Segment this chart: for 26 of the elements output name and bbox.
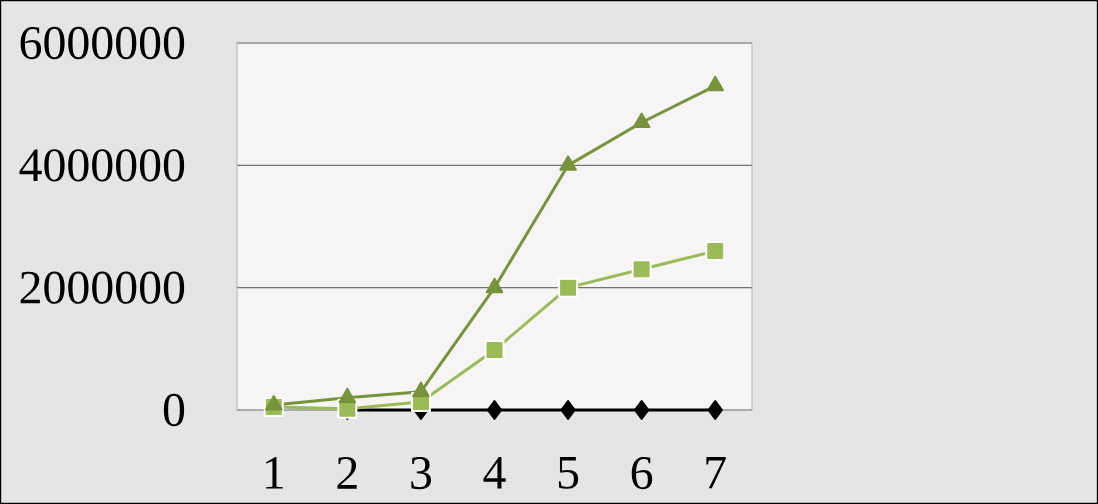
point (706, 75, 725, 92)
x-tick-label: 4 (483, 457, 506, 489)
x-tick-label: 6 (631, 457, 653, 490)
point (631, 259, 652, 280)
point (560, 400, 576, 420)
y-tick-label: 6000000 (20, 26, 185, 60)
point (633, 400, 650, 420)
point (484, 340, 505, 361)
point (559, 155, 577, 171)
point (264, 395, 283, 411)
point (486, 400, 503, 420)
x-tick-label: 3 (411, 457, 432, 490)
point (707, 400, 723, 420)
point (412, 381, 430, 398)
x-tick-label: 5 (558, 457, 579, 489)
point (705, 240, 726, 261)
x-tick-label: 2 (337, 457, 357, 489)
y-tick-label: 2000000 (20, 271, 185, 304)
point (632, 112, 651, 129)
x-tick-label: 1 (266, 457, 283, 489)
point (338, 387, 357, 404)
point (558, 277, 579, 298)
y-tick-label: 4000000 (19, 149, 185, 182)
y-tick-label: 0 (163, 393, 185, 427)
x-tick-label: 7 (706, 457, 726, 489)
point (485, 277, 504, 294)
